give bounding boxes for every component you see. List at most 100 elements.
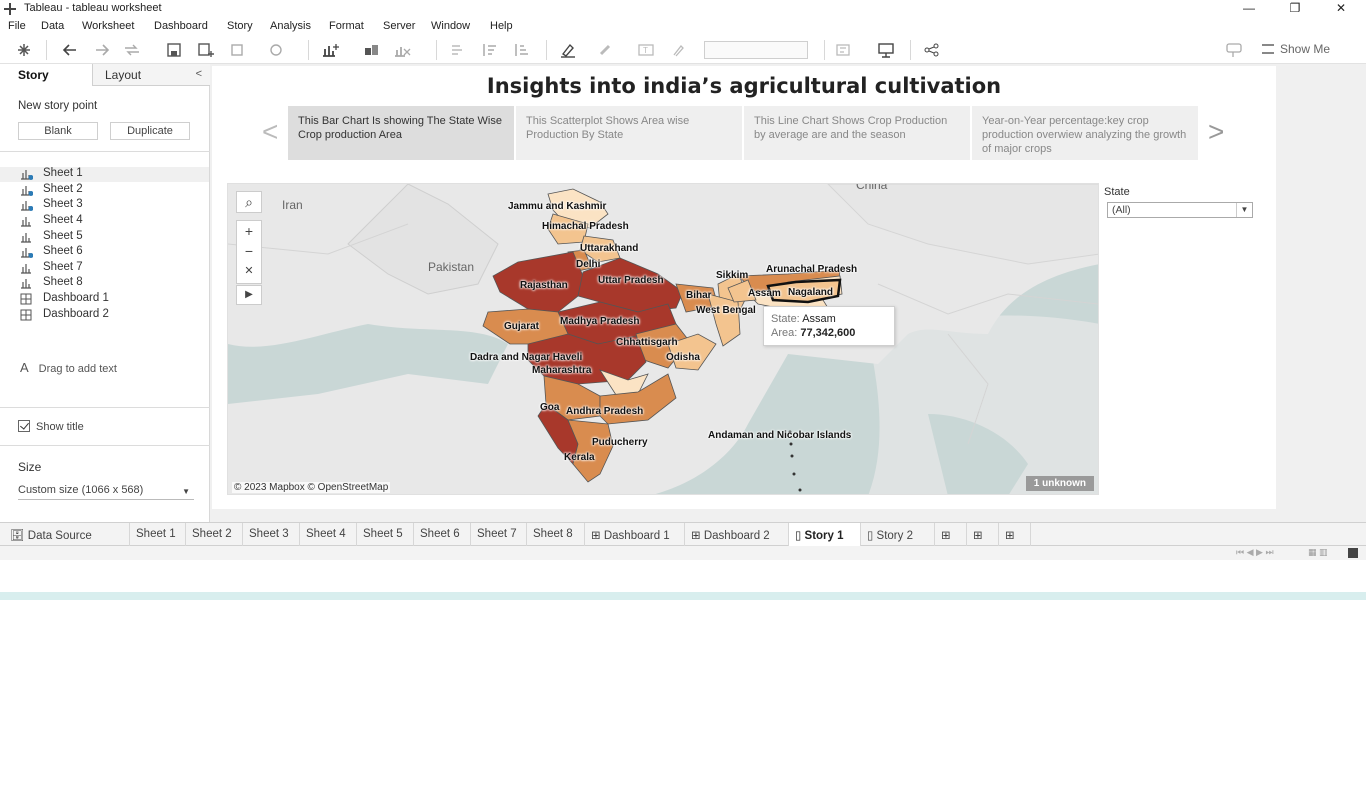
- sheet-list-item[interactable]: Dashboard 2: [0, 308, 209, 323]
- fix-axes-icon[interactable]: [668, 41, 688, 59]
- close-button[interactable]: ✕: [1335, 1, 1347, 15]
- story-icon: ▯: [795, 530, 805, 542]
- show-title-checkbox[interactable]: Show title: [18, 420, 84, 433]
- tab-story-2[interactable]: ▯ Story 2: [861, 523, 935, 546]
- sheet-list-item[interactable]: Sheet 8: [0, 276, 209, 291]
- sheet-list-item[interactable]: Sheet 5: [0, 230, 209, 245]
- drag-text-object[interactable]: A Drag to add text: [20, 360, 117, 375]
- state-label: Puducherry: [592, 437, 648, 448]
- sheet-list-item[interactable]: Sheet 2: [0, 183, 209, 198]
- clear-sheet-icon[interactable]: [392, 41, 412, 59]
- new-datasource-icon[interactable]: [196, 41, 216, 59]
- map-attribution[interactable]: © 2023 Mapbox © OpenStreetMap: [232, 482, 391, 493]
- refresh-icon[interactable]: [266, 41, 286, 59]
- pause-updates-icon[interactable]: [228, 41, 248, 59]
- filmstrip-view-icon[interactable]: [1348, 548, 1358, 558]
- share-icon[interactable]: [922, 41, 942, 59]
- dashboard-icon: ⊞: [691, 530, 704, 542]
- filled-map[interactable]: Iran Pakistan China Jammu and Kashmir Hi…: [227, 183, 1099, 495]
- collapse-pane-icon[interactable]: <: [195, 68, 202, 80]
- story-point-4[interactable]: Year-on-Year percentage:key crop product…: [972, 106, 1198, 160]
- tableau-home-icon[interactable]: [14, 41, 34, 59]
- menu-dashboard[interactable]: Dashboard: [154, 20, 208, 32]
- tab-dashboard-1[interactable]: ⊞ Dashboard 1: [585, 523, 685, 546]
- story-point-3[interactable]: This Line Chart Shows Crop Production by…: [744, 106, 970, 160]
- new-worksheet-icon[interactable]: [320, 41, 340, 59]
- minimize-button[interactable]: —: [1243, 1, 1255, 15]
- tab-story[interactable]: Story: [0, 64, 92, 86]
- worksheet-icon: [21, 264, 31, 274]
- size-dropdown[interactable]: Custom size (1066 x 568) ▼: [18, 484, 194, 500]
- sheet-list-item-label: Sheet 1: [43, 167, 83, 179]
- menu-story[interactable]: Story: [227, 20, 253, 32]
- worksheet-icon: [21, 233, 31, 243]
- menu-server[interactable]: Server: [383, 20, 416, 32]
- maximize-button[interactable]: ❐: [1289, 1, 1301, 15]
- sheet-list-item[interactable]: Sheet 3: [0, 198, 209, 213]
- new-worksheet-tab-icon[interactable]: ⊞: [935, 523, 967, 546]
- tab-story-1[interactable]: ▯ Story 1: [789, 523, 861, 546]
- previous-story-point-icon[interactable]: <: [262, 116, 279, 147]
- new-story-point-heading: New story point: [18, 100, 98, 112]
- tab-dashboard-2[interactable]: ⊞ Dashboard 2: [685, 523, 789, 546]
- sheet-list-item[interactable]: Sheet 1: [0, 167, 209, 182]
- redo-icon[interactable]: [92, 41, 112, 59]
- tab-sheet-6[interactable]: Sheet 6: [414, 523, 471, 546]
- highlight-icon[interactable]: [558, 41, 578, 59]
- sheet-list-item[interactable]: Sheet 4: [0, 214, 209, 229]
- show-me-button[interactable]: Show Me: [1262, 42, 1330, 56]
- unknown-indicator[interactable]: 1 unknown: [1025, 476, 1094, 491]
- fit-dropdown[interactable]: [704, 41, 808, 59]
- fit-icon[interactable]: [834, 41, 854, 59]
- menu-file[interactable]: File: [8, 20, 26, 32]
- state-label: Sikkim: [716, 270, 749, 281]
- map-tools-button[interactable]: ▶: [236, 285, 262, 305]
- labels-icon[interactable]: T: [636, 41, 656, 59]
- state-filter-dropdown[interactable]: (All) ▼: [1107, 202, 1253, 218]
- story-point-1[interactable]: This Bar Chart Is showing The State Wise…: [288, 106, 514, 160]
- search-icon: ⌕: [245, 194, 253, 210]
- save-icon[interactable]: [164, 41, 184, 59]
- chevron-down-icon: ▼: [1236, 203, 1252, 217]
- menu-worksheet[interactable]: Worksheet: [82, 20, 135, 32]
- menu-window[interactable]: Window: [431, 20, 471, 32]
- sort-ascending-icon[interactable]: [480, 41, 500, 59]
- view-grid-icon[interactable]: ▦ ▥: [1308, 547, 1328, 557]
- menu-data[interactable]: Data: [41, 20, 65, 32]
- tab-sheet-8[interactable]: Sheet 8: [527, 523, 585, 546]
- sheet-list-item[interactable]: Dashboard 1: [0, 292, 209, 307]
- pin-map-icon[interactable]: ✕: [244, 265, 254, 277]
- tab-sheet-4[interactable]: Sheet 4: [300, 523, 357, 546]
- tab-sheet-3[interactable]: Sheet 3: [243, 523, 300, 546]
- new-story-tab-icon[interactable]: ⊞: [999, 523, 1031, 546]
- menu-format[interactable]: Format: [329, 20, 364, 32]
- tab-sheet-1[interactable]: Sheet 1: [130, 523, 186, 546]
- story-point-2[interactable]: This Scatterplot Shows Area wise Product…: [516, 106, 742, 160]
- tab-data-source[interactable]: 🗄 Data Source: [0, 523, 130, 546]
- tab-sheet-5[interactable]: Sheet 5: [357, 523, 414, 546]
- sheet-list-item[interactable]: Sheet 7: [0, 261, 209, 276]
- sort-descending-icon[interactable]: [512, 41, 532, 59]
- menu-help[interactable]: Help: [490, 20, 513, 32]
- duplicate-button[interactable]: Duplicate: [110, 122, 190, 140]
- blank-button[interactable]: Blank: [18, 122, 98, 140]
- zoom-in-icon[interactable]: +: [244, 223, 254, 239]
- new-dashboard-tab-icon[interactable]: ⊞: [967, 523, 999, 546]
- swap-icon[interactable]: [448, 41, 468, 59]
- sheet-list-item[interactable]: Sheet 6: [0, 245, 209, 260]
- tab-scroll-arrows-icon[interactable]: ⏮ ◀ ▶ ⏭: [1236, 547, 1274, 557]
- map-search-button[interactable]: ⌕: [236, 191, 262, 213]
- tab-sheet-2[interactable]: Sheet 2: [186, 523, 243, 546]
- undo-icon[interactable]: [60, 41, 80, 59]
- replay-icon[interactable]: [122, 41, 142, 59]
- tab-label: Dashboard 1: [603, 530, 670, 542]
- tab-sheet-7[interactable]: Sheet 7: [471, 523, 527, 546]
- duplicate-sheet-icon[interactable]: [362, 41, 382, 59]
- presentation-mode-icon[interactable]: [876, 41, 896, 59]
- group-icon[interactable]: [596, 41, 616, 59]
- tab-layout[interactable]: Layout <: [92, 64, 210, 86]
- zoom-out-icon[interactable]: −: [244, 243, 254, 259]
- next-story-point-icon[interactable]: >: [1208, 116, 1225, 147]
- menu-analysis[interactable]: Analysis: [270, 20, 311, 32]
- tooltip-icon[interactable]: [1224, 41, 1244, 59]
